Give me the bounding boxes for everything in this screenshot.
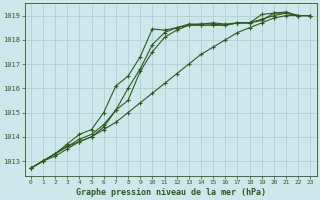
X-axis label: Graphe pression niveau de la mer (hPa): Graphe pression niveau de la mer (hPa) <box>76 188 266 197</box>
